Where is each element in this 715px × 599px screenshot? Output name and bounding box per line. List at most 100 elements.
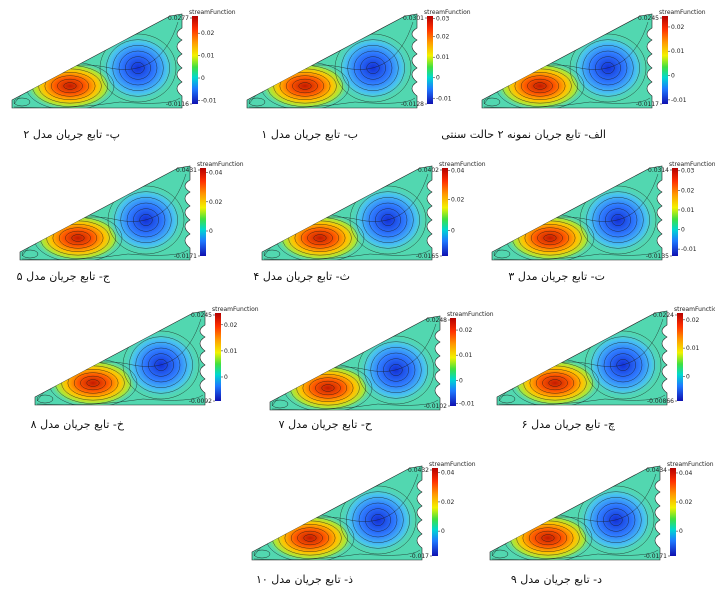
colorbar-tick-label: 0 bbox=[201, 75, 205, 82]
colorbar-tick-label: 0.02 bbox=[671, 24, 685, 31]
colorbar bbox=[662, 16, 668, 104]
colorbar-max-label: 0.0277 bbox=[168, 15, 189, 22]
colorbar-tick-label: 0.01 bbox=[224, 348, 238, 355]
panel-caption: خ- تابع جریان مدل ۸ bbox=[30, 418, 124, 431]
panel-khe: streamFunction 0.0245 -0.0092 0.02 0.01 0 bbox=[33, 305, 259, 415]
colorbar-tick-label: 0.02 bbox=[459, 327, 473, 334]
colorbar-max-label: 0.0301 bbox=[403, 15, 424, 22]
panel-caption: ح- تابع جریان مدل ۷ bbox=[278, 418, 372, 431]
colorbar bbox=[200, 168, 206, 256]
colorbar-tick-label: -0.01 bbox=[671, 97, 687, 104]
colorbar-min-label: -0.0165 bbox=[416, 253, 439, 260]
panel-zal: streamFunction 0.0432 -0.017 0.04 0.02 0 bbox=[250, 460, 476, 570]
colorbar-tick-label: 0 bbox=[209, 228, 213, 235]
colorbar-tick-label: 0.02 bbox=[679, 499, 693, 506]
colorbar-max-label: 0.0431 bbox=[176, 167, 197, 174]
panel-be: streamFunction 0.0301 -0.0128 0.03 0.02 0.01 0… bbox=[245, 8, 471, 118]
colorbar-tick-label: 0.04 bbox=[451, 168, 465, 175]
colorbar-min-label: -0.017 bbox=[410, 553, 430, 560]
colorbar bbox=[432, 468, 438, 556]
colorbar-tick-label: -0.01 bbox=[436, 95, 452, 102]
colorbar-tick-label: 0 bbox=[671, 73, 675, 80]
colorbar-tick-label: 0.03 bbox=[681, 168, 695, 175]
colorbar-tick-label: -0.01 bbox=[201, 97, 217, 104]
colorbar-min-label: -0.0117 bbox=[636, 101, 659, 108]
colorbar-tick-label: 0.02 bbox=[686, 317, 700, 324]
colorbar bbox=[215, 313, 221, 401]
panel-alef: streamFunction 0.0245 -0.0117 0.02 0.01 0 -0.0… bbox=[480, 8, 706, 118]
colorbar-tick-label: 0 bbox=[459, 377, 463, 384]
panel-dal: streamFunction 0.0434 -0.0171 0.04 0.02 0 bbox=[488, 460, 714, 570]
colorbar bbox=[677, 313, 683, 401]
panel-te: streamFunction 0.0314 -0.0135 0.03 0.02 0.01 0… bbox=[490, 160, 715, 270]
panel-pe: streamFunction 0.0277 -0.0116 0.02 0.01 0 -0.0… bbox=[10, 8, 236, 118]
panel-caption: ت- تابع جریان مدل ۳ bbox=[508, 270, 605, 283]
colorbar-tick-label: 0.01 bbox=[686, 345, 700, 352]
panel-caption: د- تابع جریان مدل ۹ bbox=[510, 573, 602, 586]
colorbar-max-label: 0.0248 bbox=[426, 317, 447, 324]
colorbar-tick-label: 0.01 bbox=[436, 54, 450, 61]
panel-caption: چ- تابع جریان مدل ۶ bbox=[521, 418, 615, 431]
colorbar-tick-label: 0.02 bbox=[209, 199, 223, 206]
colorbar-tick-label: 0.04 bbox=[209, 170, 223, 177]
colorbar-title: streamFunction bbox=[197, 161, 244, 168]
panel-caption: ب- تابع جریان مدل ۱ bbox=[261, 128, 358, 141]
colorbar-max-label: 0.0314 bbox=[648, 167, 669, 174]
colorbar-tick-label: 0.04 bbox=[679, 470, 693, 477]
colorbar-tick-label: 0.02 bbox=[224, 322, 238, 329]
colorbar-title: streamFunction bbox=[669, 161, 715, 168]
colorbar-tick-label: 0.02 bbox=[201, 30, 215, 37]
colorbar-tick-label: 0.01 bbox=[459, 352, 473, 359]
colorbar bbox=[450, 318, 456, 406]
colorbar-max-label: 0.0434 bbox=[646, 467, 667, 474]
colorbar-title: streamFunction bbox=[439, 161, 486, 168]
colorbar-title: streamFunction bbox=[189, 9, 236, 16]
contour-lines bbox=[253, 473, 421, 560]
colorbar bbox=[427, 16, 433, 104]
colorbar-tick-label: 0.02 bbox=[436, 34, 450, 41]
colorbar-tick-label: 0.03 bbox=[436, 16, 450, 23]
colorbar-title: streamFunction bbox=[212, 306, 259, 313]
panel-se: streamFunction 0.0402 -0.0165 0.04 0.02 0 bbox=[260, 160, 486, 270]
colorbar-min-label: -0.00866 bbox=[647, 398, 674, 405]
panel-caption: ث- تابع جریان مدل ۴ bbox=[253, 270, 350, 283]
colorbar-tick-label: 0.01 bbox=[671, 48, 685, 55]
colorbar-title: streamFunction bbox=[659, 9, 706, 16]
colorbar-tick-label: 0 bbox=[679, 528, 683, 535]
colorbar-tick-label: 0.01 bbox=[681, 207, 695, 214]
colorbar-min-label: -0.0102 bbox=[424, 403, 447, 410]
colorbar bbox=[442, 168, 448, 256]
colorbar bbox=[672, 168, 678, 256]
colorbar-max-label: 0.0245 bbox=[191, 312, 212, 319]
colorbar-tick-label: 0.02 bbox=[681, 187, 695, 194]
panel-jim: streamFunction 0.0431 -0.0171 0.04 0.02 0 bbox=[18, 160, 244, 270]
colorbar-title: streamFunction bbox=[447, 311, 494, 318]
colorbar-max-label: 0.0402 bbox=[418, 167, 439, 174]
colorbar-min-label: -0.0135 bbox=[646, 253, 669, 260]
colorbar-min-label: -0.0092 bbox=[189, 398, 212, 405]
colorbar-min-label: -0.0171 bbox=[174, 253, 197, 260]
colorbar-tick-label: 0 bbox=[451, 227, 455, 234]
colorbar-tick-label: 0 bbox=[441, 528, 445, 535]
colorbar-min-label: -0.0171 bbox=[644, 553, 667, 560]
colorbar-tick-label: 0.04 bbox=[441, 470, 455, 477]
colorbar-tick-label: 0.02 bbox=[441, 499, 455, 506]
colorbar-max-label: 0.0224 bbox=[653, 312, 674, 319]
colorbar-tick-label: -0.01 bbox=[459, 400, 475, 407]
colorbar-title: streamFunction bbox=[424, 9, 471, 16]
colorbar-title: streamFunction bbox=[674, 306, 715, 313]
colorbar-tick-label: 0 bbox=[686, 373, 690, 380]
colorbar-tick-label: -0.01 bbox=[681, 246, 697, 253]
panel-caption: ج- تابع جریان مدل ۵ bbox=[16, 270, 110, 283]
colorbar-max-label: 0.0432 bbox=[408, 467, 429, 474]
